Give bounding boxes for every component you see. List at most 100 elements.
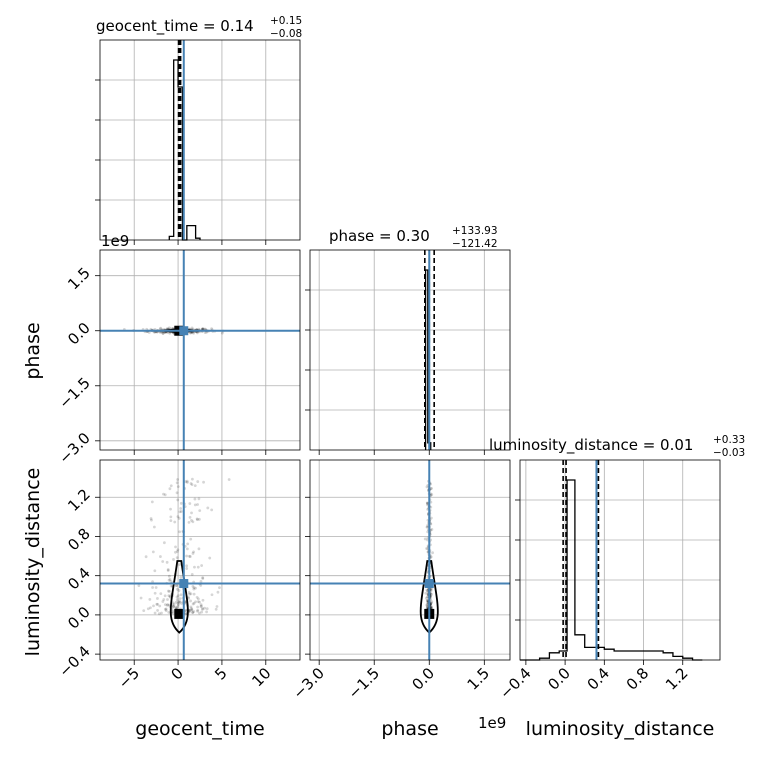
- scatter-point: [197, 517, 201, 521]
- scatter-point: [167, 574, 171, 578]
- scatter-point: [163, 603, 167, 607]
- scatter-point: [202, 480, 205, 484]
- x-tick-label-phase: −3.0: [290, 664, 328, 702]
- scatter-point: [146, 607, 150, 611]
- scatter-point: [189, 482, 193, 485]
- scatter-point: [210, 508, 214, 512]
- scatter-point: [192, 592, 196, 596]
- scatter-point: [180, 602, 183, 605]
- truth-marker: [179, 579, 189, 589]
- scatter-point: [177, 589, 181, 592]
- scatter-point: [177, 600, 181, 604]
- scatter-point: [167, 603, 171, 607]
- x-tick-label-luminosity_distance: 0.4: [584, 664, 614, 694]
- histogram-luminosity_distance: [520, 479, 703, 661]
- scatter-point: [166, 603, 170, 606]
- scatter-point: [190, 607, 193, 610]
- panel-bg: [310, 250, 510, 450]
- title-phase: phase = 0.30: [329, 227, 430, 245]
- y-tick-label-phase: −1.5: [55, 374, 93, 412]
- scatter-point: [431, 551, 434, 555]
- scatter-point: [169, 507, 172, 511]
- scatter-point: [164, 609, 168, 613]
- offset-text-phase-x: 1e9: [478, 714, 506, 732]
- scatter-point: [168, 589, 171, 593]
- scatter-point: [171, 603, 175, 607]
- title-geocent-time-minus: −0.08: [270, 28, 302, 40]
- scatter-point: [188, 515, 192, 519]
- scatter-point: [178, 600, 181, 603]
- scatter-point: [189, 331, 192, 335]
- x-tick-label-phase: 1.5: [464, 664, 494, 694]
- scatter-point: [426, 602, 429, 606]
- title-phase-plus: +133.93: [452, 225, 498, 237]
- x-tick-label-luminosity_distance: −0.4: [496, 664, 534, 702]
- scatter-point: [198, 509, 202, 513]
- scatter-point: [203, 331, 207, 335]
- scatter-point: [227, 478, 231, 481]
- scatter-point: [426, 538, 429, 542]
- scatter-point: [172, 605, 175, 609]
- scatter-point: [162, 541, 166, 545]
- scatter-point: [158, 327, 162, 331]
- scatter-point: [178, 510, 182, 514]
- title-luminosity-distance: luminosity_distance = 0.01: [489, 436, 693, 455]
- xlabel-luminosity-distance: luminosity_distance: [526, 718, 715, 740]
- truth-marker: [179, 326, 189, 336]
- scatter-point: [430, 605, 434, 609]
- scatter-point: [201, 598, 205, 602]
- panel-geocent_time-phase: [95, 249, 301, 455]
- x-tick-label-phase: 0.0: [408, 664, 438, 694]
- scatter-point: [430, 528, 434, 531]
- panel-bg: [100, 250, 300, 450]
- x-tick-label-geocent_time: −5: [115, 664, 143, 692]
- scatter-point: [200, 610, 204, 614]
- scatter-point: [196, 600, 200, 604]
- scatter-point: [190, 477, 194, 481]
- scatter-point: [176, 478, 180, 481]
- scatter-point: [163, 493, 167, 497]
- scatter-point: [151, 586, 154, 589]
- scatter-point: [191, 585, 195, 588]
- scatter-point: [159, 326, 163, 330]
- x-tick-label-geocent_time: 0: [167, 664, 186, 683]
- x-tick-label-luminosity_distance: 0.8: [623, 664, 653, 694]
- scatter-point: [424, 596, 428, 600]
- scatter-point: [176, 550, 179, 553]
- scatter-point: [174, 605, 177, 609]
- y-tick-label-phase: 1.5: [64, 264, 94, 294]
- scatter-point: [187, 590, 191, 594]
- scatter-point: [199, 605, 203, 609]
- scatter-point: [426, 606, 429, 610]
- scatter-point: [190, 608, 194, 611]
- scatter-point: [176, 498, 180, 502]
- scatter-point: [156, 609, 159, 612]
- scatter-point: [184, 609, 188, 613]
- scatter-point: [169, 584, 173, 588]
- y-tick-label-luminosity_distance: 0.8: [64, 525, 94, 555]
- x-tick-label-geocent_time: 5: [211, 664, 230, 683]
- scatter-point: [190, 608, 193, 612]
- scatter-point: [175, 481, 179, 485]
- scatter-point: [206, 506, 210, 510]
- scatter-point: [192, 586, 196, 590]
- scatter-point: [196, 605, 200, 609]
- scatter-point: [169, 515, 173, 519]
- scatter-point: [203, 327, 207, 331]
- scatter-point: [189, 599, 192, 603]
- title-geocent-time: geocent_time = 0.14: [96, 17, 254, 36]
- scatter-point: [425, 547, 428, 550]
- scatter-point: [196, 609, 199, 613]
- scatter-point: [210, 327, 213, 331]
- scatter-point: [185, 554, 188, 558]
- scatter-point: [429, 589, 433, 592]
- x-tick-label-luminosity_distance: 0.0: [544, 664, 574, 694]
- scatter-point: [171, 604, 175, 608]
- scatter-point: [179, 576, 183, 579]
- scatter-point: [193, 497, 197, 501]
- scatter-point: [187, 520, 191, 524]
- scatter-point: [150, 500, 154, 504]
- scatter-point: [163, 594, 167, 598]
- scatter-point: [142, 609, 146, 612]
